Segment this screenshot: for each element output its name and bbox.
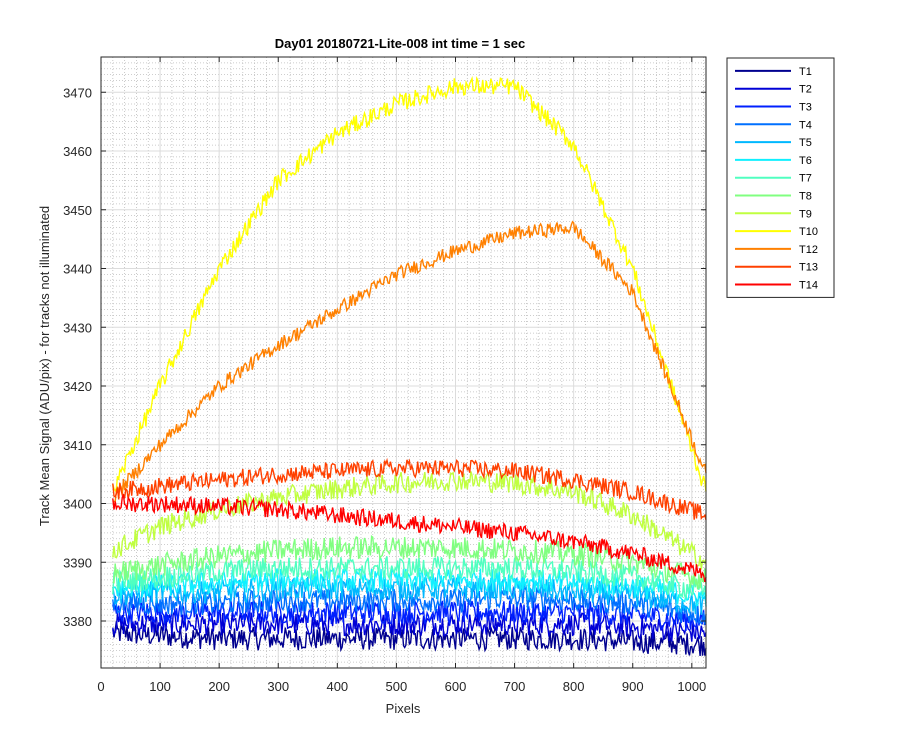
x-tick-label: 100 xyxy=(149,679,171,694)
series-line-t7 xyxy=(112,555,707,601)
series-line-t5 xyxy=(112,575,707,615)
y-tick-label: 3450 xyxy=(63,203,92,218)
plot-frame xyxy=(100,56,707,669)
legend-label: T1 xyxy=(799,66,812,78)
x-tick-label: 500 xyxy=(386,679,408,694)
legend-label: T7 xyxy=(799,173,812,185)
legend-label: T5 xyxy=(799,137,812,149)
x-tick-label: 900 xyxy=(622,679,644,694)
series-line-t8 xyxy=(112,535,707,590)
chart-title: Day01 20180721-Lite-008 int time = 1 sec xyxy=(275,36,525,51)
y-tick-label: 3380 xyxy=(63,614,92,629)
legend-label: T12 xyxy=(799,244,818,256)
series-line-t13 xyxy=(112,457,707,521)
legend-label: T10 xyxy=(799,226,818,238)
series-line-t12 xyxy=(112,220,707,503)
series-line-t4 xyxy=(112,585,707,625)
y-tick-label: 3420 xyxy=(63,379,92,394)
x-tick-label: 300 xyxy=(267,679,289,694)
legend-label: T2 xyxy=(799,84,812,96)
y-tick-label: 3430 xyxy=(63,320,92,335)
legend-label: T9 xyxy=(799,208,812,220)
y-tick-label: 3460 xyxy=(63,144,92,159)
y-tick-label: 3440 xyxy=(63,262,92,277)
y-tick-label: 3410 xyxy=(63,438,92,453)
series-line-t10 xyxy=(112,75,707,493)
y-tick-label: 3400 xyxy=(63,497,92,512)
plot-area xyxy=(112,75,707,656)
legend: T1 T2 T3 T4 T5 T6 T7 T8 T9 T10 T12 T13 T14 xyxy=(726,57,835,298)
y-tick-label: 3390 xyxy=(63,555,92,570)
axes: 0 100 200 300 400 500 600 700 800 900 1000 3380 3390… xyxy=(63,56,707,694)
x-tick-label: 800 xyxy=(563,679,585,694)
legend-label: T14 xyxy=(799,280,818,292)
legend-label: T13 xyxy=(799,262,818,274)
y-axis-label: Track Mean Signal (ADU/pix) - for tracks… xyxy=(37,206,52,526)
y-tick-label: 3470 xyxy=(63,85,92,100)
legend-label: T4 xyxy=(799,119,812,131)
legend-label: T8 xyxy=(799,191,812,203)
x-tick-label: 400 xyxy=(326,679,348,694)
x-tick-label: 700 xyxy=(504,679,526,694)
legend-label: T3 xyxy=(799,102,812,114)
x-tick-label: 200 xyxy=(208,679,230,694)
x-tick-label: 1000 xyxy=(677,679,706,694)
x-tick-label: 600 xyxy=(445,679,467,694)
legend-label: T6 xyxy=(799,155,812,167)
x-axis-label: Pixels xyxy=(386,701,421,716)
series-line-t14 xyxy=(112,493,707,583)
series-line-t1 xyxy=(112,621,707,656)
x-tick-label: 0 xyxy=(97,679,104,694)
